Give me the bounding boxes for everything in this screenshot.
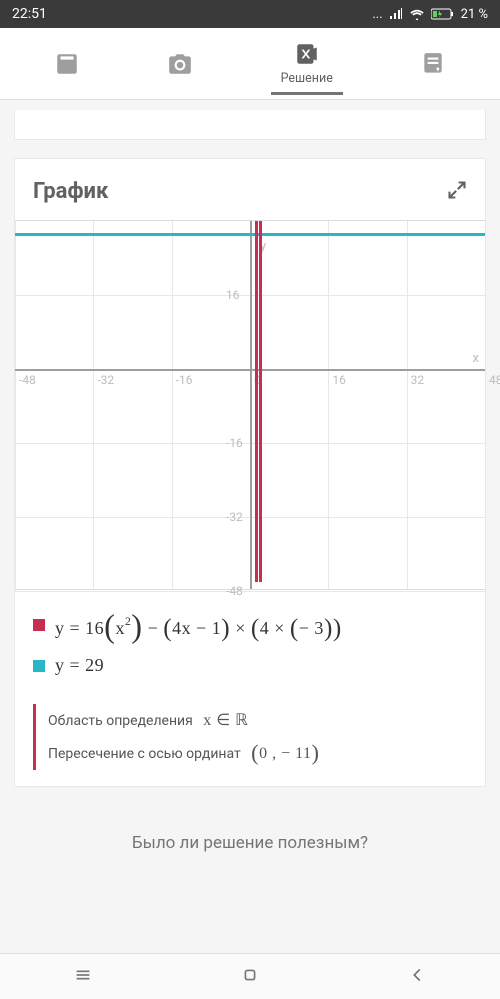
- tab-solver-label: Решение: [281, 71, 333, 86]
- nav-back[interactable]: [406, 964, 428, 990]
- status-time: 22:51: [12, 6, 47, 22]
- info-domain-label: Область определения: [48, 713, 193, 729]
- nav-recent[interactable]: [72, 964, 94, 990]
- info-block: Область определения x ∈ ℝ Пересечение с …: [33, 704, 467, 770]
- info-yintercept: Пересечение с осью ординат (0 , − 11): [48, 738, 467, 764]
- graph-card: График -48-32-160163248-48-32-1616xy y =…: [14, 158, 486, 787]
- android-nav-bar: [0, 953, 500, 999]
- info-domain-value: x ∈ ℝ: [203, 712, 248, 729]
- chart-plot-area[interactable]: -48-32-160163248-48-32-1616xy: [15, 220, 485, 590]
- calculator-icon: [54, 51, 80, 77]
- nav-home[interactable]: [239, 964, 261, 990]
- previous-card-edge: [14, 110, 486, 140]
- legend-item-0: y = 16(x2) − (4x − 1) × (4 × (− 3)): [33, 606, 467, 643]
- legend-item-1: y = 29: [33, 655, 467, 676]
- tab-camera[interactable]: [157, 43, 203, 85]
- legend: y = 16(x2) − (4x − 1) × (4 × (− 3)) y = …: [15, 590, 485, 696]
- expand-icon[interactable]: [447, 180, 467, 204]
- info-yintercept-label: Пересечение с осью ординат: [48, 746, 241, 762]
- status-bar: 22:51 ... 21 %: [0, 0, 500, 28]
- legend-swatch-0: [33, 619, 45, 631]
- card-title: График: [33, 179, 108, 204]
- status-dots: ...: [372, 7, 382, 22]
- footer-question: Было ли решение полезным?: [0, 787, 500, 865]
- info-yintercept-value: (0 , − 11): [251, 745, 319, 762]
- legend-eq-1: y = 29: [55, 655, 104, 676]
- status-right: ... 21 %: [372, 7, 488, 22]
- legend-eq-0: y = 16(x2) − (4x − 1) × (4 × (− 3)): [55, 606, 342, 643]
- battery-icon: [431, 8, 455, 20]
- solver-icon: [294, 41, 320, 67]
- tab-calculator[interactable]: [44, 43, 90, 85]
- status-battery: 21 %: [461, 7, 488, 22]
- camera-icon: [167, 51, 193, 77]
- info-domain: Область определения x ∈ ℝ: [48, 710, 467, 730]
- legend-swatch-1: [33, 660, 45, 672]
- notes-icon: [420, 51, 446, 77]
- card-header: График: [15, 159, 485, 220]
- tab-solver[interactable]: Решение: [271, 33, 343, 94]
- signal-icon: [389, 8, 403, 20]
- tab-bar: Решение: [0, 28, 500, 100]
- content-area: График -48-32-160163248-48-32-1616xy y =…: [0, 100, 500, 865]
- wifi-icon: [409, 8, 425, 20]
- tab-notes[interactable]: [410, 43, 456, 85]
